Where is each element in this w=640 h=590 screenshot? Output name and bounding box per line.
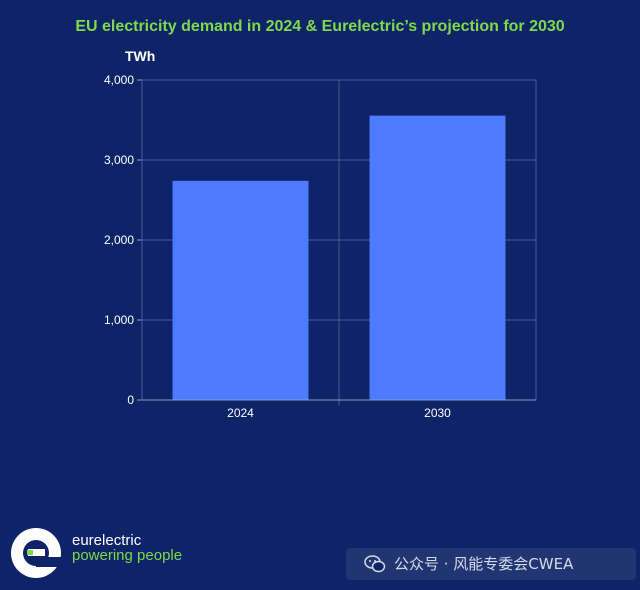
x-tick-label: 2024 [227,406,254,420]
y-tick-label: 4,000 [104,73,134,87]
eurelectric-logo-icon [11,528,62,578]
bar [172,180,309,400]
y-tick-label: 1,000 [104,313,134,327]
brand-block: eurelectric powering people [72,533,182,563]
watermark-text: 公众号 · 风能专委会CWEA [394,555,574,573]
chart-title: EU electricity demand in 2024 & Eurelect… [75,18,565,35]
y-tick-label: 2,000 [104,233,134,247]
brand-tagline: powering people [72,547,183,564]
brand-name: eurelectric [72,532,142,549]
x-tick-label: 2030 [424,406,451,420]
y-axis-unit-label: TWh [125,48,156,64]
y-tick-label: 0 [127,393,134,407]
bar [369,115,506,400]
wechat-icon [364,555,386,573]
watermark: 公众号 · 风能专委会CWEA [346,548,636,580]
y-tick-label: 3,000 [104,153,134,167]
